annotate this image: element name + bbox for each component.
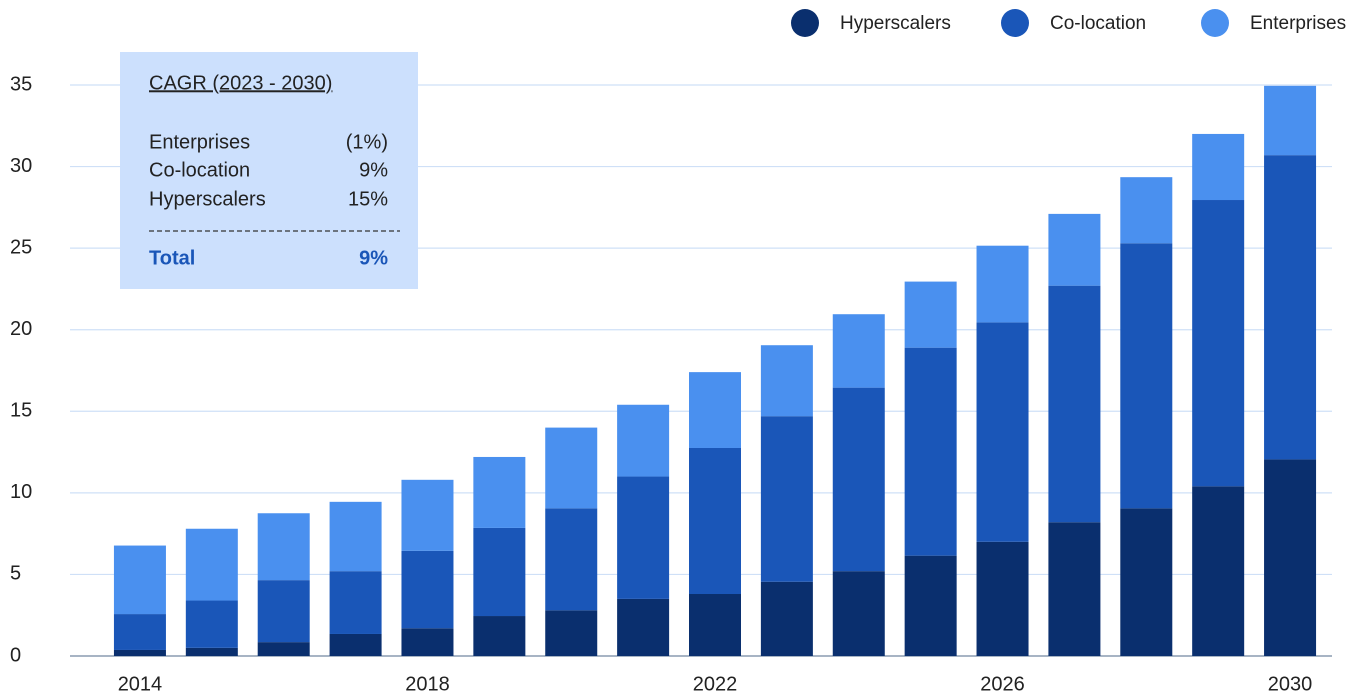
- bar-segment: [689, 372, 741, 448]
- x-tick-label: 2026: [980, 673, 1025, 695]
- legend: Hyperscalers Co-location Enterprises: [791, 9, 1346, 37]
- y-tick-label: 25: [10, 236, 32, 258]
- bar-segment: [617, 476, 670, 599]
- annotation-label: Hyperscalers: [149, 188, 266, 210]
- bar-segment: [689, 594, 741, 656]
- bar-segment: [1192, 200, 1245, 487]
- bar-segment: [473, 616, 526, 656]
- y-tick-label: 10: [10, 481, 32, 503]
- bar-segment: [976, 322, 1029, 542]
- y-tick-label: 5: [10, 563, 21, 585]
- bar-segment: [1048, 522, 1101, 656]
- y-tick-label: 30: [10, 155, 32, 177]
- x-tick-label: 2018: [405, 673, 450, 695]
- bar-segment: [832, 387, 885, 572]
- bar-segment: [1048, 213, 1101, 286]
- legend-label: Enterprises: [1250, 13, 1346, 34]
- bar-segment: [1120, 508, 1173, 656]
- bar-segment: [329, 501, 382, 572]
- bar-segment: [401, 550, 454, 629]
- bar-segment: [1048, 285, 1101, 523]
- x-tick-label: 2030: [1268, 673, 1313, 695]
- bar-segment: [1264, 85, 1317, 156]
- bar-segment: [1192, 133, 1245, 201]
- bar-segment: [1120, 243, 1173, 509]
- y-tick-label: 20: [10, 318, 32, 340]
- bar-segment: [617, 404, 670, 477]
- legend-swatch: [1201, 9, 1229, 37]
- x-tick-label: 2022: [693, 673, 738, 695]
- bar-segment: [185, 600, 238, 648]
- bar-segment: [113, 545, 166, 615]
- bar-segment: [113, 649, 166, 656]
- bar-segment: [904, 555, 957, 656]
- bar-segment: [257, 513, 310, 581]
- bar-segment: [760, 581, 813, 656]
- bar-segment: [473, 527, 526, 617]
- bar-segment: [473, 456, 526, 528]
- annotation-value: 15%: [348, 188, 388, 210]
- legend-label: Hyperscalers: [840, 13, 951, 34]
- annotation-total-value: 9%: [359, 247, 388, 269]
- annotation-total-label: Total: [149, 247, 195, 269]
- bar-segment: [617, 598, 670, 656]
- annotation-box: [120, 52, 418, 289]
- bar-segment: [904, 281, 957, 348]
- bar-segment: [401, 628, 454, 656]
- legend-swatch: [1001, 9, 1029, 37]
- bar-segment: [1120, 177, 1173, 244]
- annotation-value: 9%: [359, 159, 388, 181]
- bar-segment: [257, 642, 310, 656]
- bar-segment: [257, 580, 310, 643]
- bar-segment: [329, 571, 382, 634]
- bar-segment: [1192, 486, 1245, 656]
- bar-segment: [760, 345, 813, 417]
- bar-segment: [1264, 155, 1317, 460]
- bar-segment: [113, 614, 166, 650]
- y-tick-label: 15: [10, 400, 32, 422]
- bar-segment: [545, 610, 598, 656]
- bar-segment: [760, 416, 813, 582]
- bar-segment: [832, 314, 885, 388]
- bar-segment: [904, 347, 957, 556]
- bars: [113, 85, 1317, 656]
- bar-segment: [545, 508, 598, 611]
- bar-segment: [329, 633, 382, 656]
- bar-segment: [689, 447, 741, 595]
- bar-segment: [976, 245, 1029, 323]
- annotation-label: Enterprises: [149, 131, 250, 153]
- bar-segment: [185, 528, 238, 601]
- bar-segment: [545, 427, 598, 509]
- bar-segment: [832, 571, 885, 656]
- bar-segment: [185, 647, 238, 656]
- legend-swatch: [791, 9, 819, 37]
- annotation-title: CAGR (2023 - 2030): [149, 72, 332, 94]
- bar-segment: [401, 479, 454, 551]
- legend-label: Co-location: [1050, 13, 1146, 34]
- x-tick-label: 2014: [118, 673, 163, 695]
- bar-segment: [976, 541, 1029, 656]
- annotation-label: Co-location: [149, 159, 250, 181]
- y-tick-label: 0: [10, 644, 21, 666]
- y-tick-label: 35: [10, 73, 32, 95]
- bar-segment: [1264, 459, 1317, 656]
- annotation-value: (1%): [346, 131, 388, 153]
